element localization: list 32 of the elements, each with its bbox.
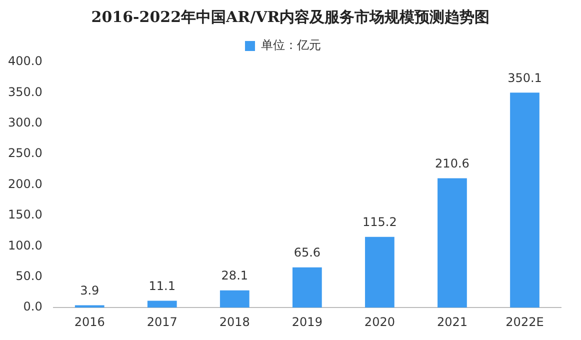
data-label: 65.6 xyxy=(294,245,321,260)
y-tick-label: 100.0 xyxy=(8,238,42,252)
bar xyxy=(147,300,177,308)
bar xyxy=(510,92,540,308)
y-tick-label: 300.0 xyxy=(8,116,42,130)
x-tick-label: 2018 xyxy=(219,314,250,329)
bar xyxy=(365,236,394,308)
y-tick-label: 0.0 xyxy=(23,300,42,314)
data-label: 115.2 xyxy=(362,214,397,229)
x-tick-label: 2016 xyxy=(74,314,105,329)
y-tick-label: 50.0 xyxy=(16,269,42,284)
y-tick-label: 200.0 xyxy=(8,176,42,191)
y-tick-label: 350.0 xyxy=(8,84,42,99)
x-tick-label: 2019 xyxy=(292,314,322,329)
y-tick-label: 250.0 xyxy=(8,146,42,160)
x-tick-label: 2021 xyxy=(436,314,468,329)
chart-title: 2016-2022年中国AR/VR内容及服务市场规模预测趋势图 xyxy=(90,8,491,28)
x-tick-label: 2017 xyxy=(146,314,178,329)
x-tick-label: 2020 xyxy=(364,314,395,329)
data-label: 28.1 xyxy=(221,268,248,282)
bar xyxy=(292,267,322,308)
y-tick-label: 150.0 xyxy=(8,208,42,222)
data-label: 3.9 xyxy=(80,283,100,298)
bar xyxy=(74,305,104,308)
data-label: 210.6 xyxy=(435,156,470,170)
data-label: 350.1 xyxy=(508,70,542,85)
bar xyxy=(220,290,250,308)
legend-label: 单位：亿元 xyxy=(261,38,321,52)
bar xyxy=(438,178,467,308)
x-tick-label: 2022E xyxy=(506,314,544,329)
data-label: 11.1 xyxy=(148,278,176,293)
y-tick-label: 400.0 xyxy=(8,54,42,68)
